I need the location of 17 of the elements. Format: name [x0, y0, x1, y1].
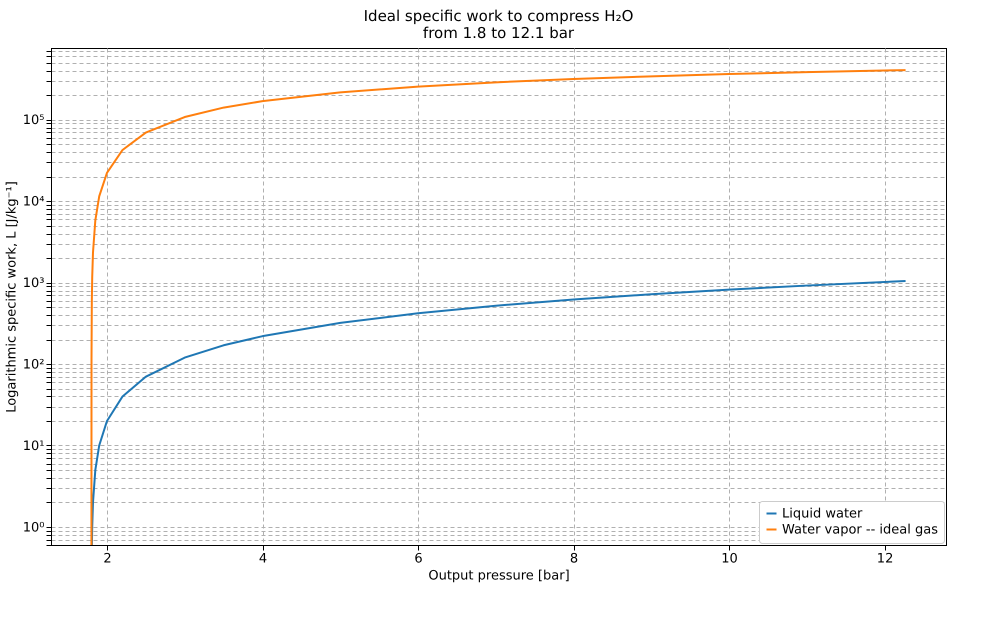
- y-tick-label: 10⁴: [22, 194, 44, 210]
- x-tick-label: 10: [721, 552, 738, 566]
- x-tick-label: 8: [570, 552, 578, 566]
- x-tick-label: 12: [876, 552, 894, 566]
- legend-label: Water vapor -- ideal gas: [782, 522, 938, 538]
- chart-title: Ideal specific work to compress H₂O from 1.8 to 12.1 bar: [364, 6, 634, 42]
- y-tick-label: 10³: [22, 276, 44, 292]
- y-tick-label: 10⁵: [22, 113, 44, 128]
- y-tick-label: 10⁰: [22, 520, 44, 536]
- x-tick-label: 6: [414, 552, 423, 566]
- y-tick-label: 10¹: [22, 438, 44, 454]
- x-tick-label: 4: [258, 552, 268, 566]
- y-tick-label: 10²: [22, 358, 44, 373]
- x-tick-label: 2: [103, 552, 112, 566]
- x-axis-title: Output pressure [bar]: [428, 568, 570, 584]
- legend-label: Liquid water: [782, 506, 864, 522]
- y-axis-title: Logarithmic specific work, L [J/kg⁻¹]: [4, 181, 20, 413]
